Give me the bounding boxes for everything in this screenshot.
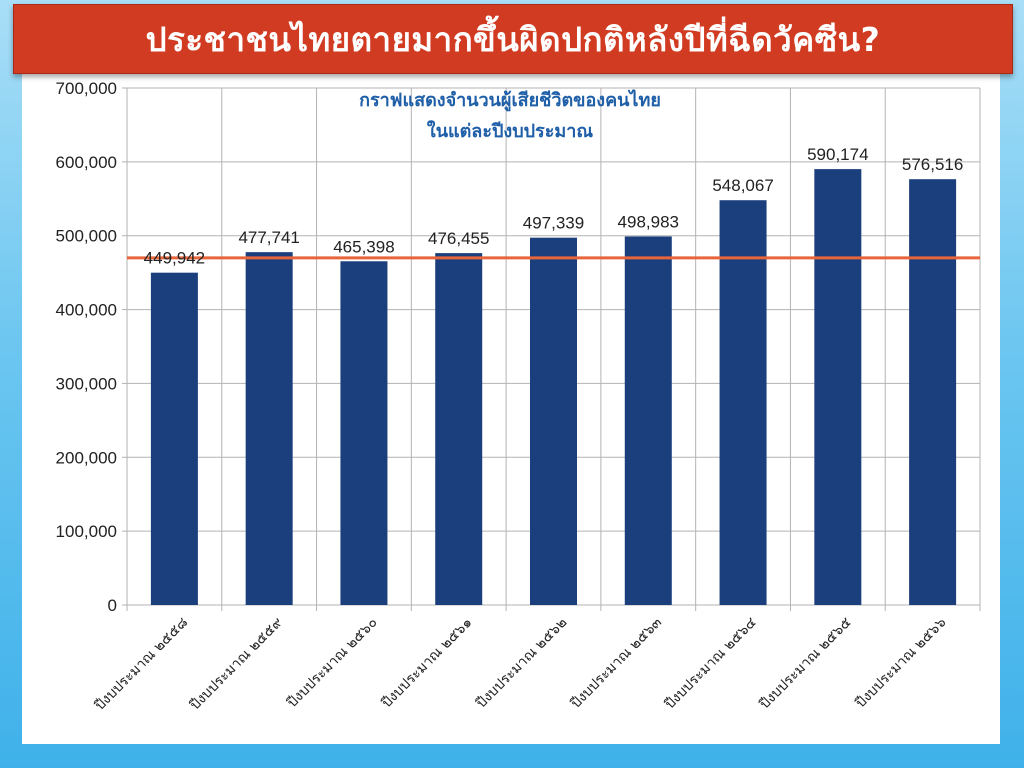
bar — [245, 252, 293, 605]
y-tick-label: 0 — [108, 596, 117, 615]
x-tick-label: ปีงบประมาณ ๒๕๕๘ — [92, 615, 192, 715]
page-title: ประชาชนไทยตายมากขึ้นผิดปกติหลังปีที่ฉีดว… — [145, 19, 881, 59]
data-label: 548,067 — [712, 176, 773, 195]
y-tick-label: 600,000 — [56, 153, 117, 172]
data-label: 590,174 — [807, 145, 868, 164]
chart-title-line1: กราฟแสดงจำนวนผู้เสียชีวิตของคนไทย — [359, 89, 661, 112]
x-tick-label: ปีงบประมาณ ๒๕๕๙ — [187, 615, 286, 714]
x-tick-label: ปีงบประมาณ ๒๕๖๒ — [473, 615, 570, 712]
bar-layer — [150, 169, 957, 606]
data-label: 476,455 — [428, 229, 489, 248]
bar — [435, 253, 483, 605]
bar — [909, 179, 957, 605]
bar — [719, 200, 767, 605]
data-label: 465,398 — [333, 237, 394, 256]
y-tick-label: 700,000 — [56, 79, 117, 98]
bar — [530, 237, 577, 605]
data-label: 576,516 — [902, 155, 963, 174]
data-label: 498,983 — [618, 212, 679, 231]
bar — [624, 236, 672, 606]
chart-title-line2: ในแต่ละปีงบประมาณ — [427, 120, 593, 142]
y-tick-label: 500,000 — [56, 227, 117, 246]
y-tick-label: 100,000 — [56, 522, 117, 541]
x-tick-label: ปีงบประมาณ ๒๕๖๖ — [852, 614, 949, 711]
bar — [340, 261, 388, 605]
y-tick-label: 200,000 — [56, 448, 117, 467]
x-tick-label: ปีงบประมาณ ๒๕๖๐ — [284, 615, 381, 712]
data-label: 497,339 — [523, 214, 584, 233]
y-tick-label: 400,000 — [56, 301, 117, 320]
data-label: 477,741 — [238, 228, 299, 247]
title-banner: ประชาชนไทยตายมากขึ้นผิดปกติหลังปีที่ฉีดว… — [13, 4, 1013, 74]
bar — [150, 272, 198, 605]
y-tick-label: 300,000 — [56, 374, 117, 393]
data-label-layer: 449,942 477,741 465,398 476,455 497,339 498,9… — [144, 145, 964, 268]
x-tick-label: ปีงบประมาณ ๒๕๖๑ — [379, 615, 476, 712]
x-tick-label: ปีงบประมาณ ๒๕๖๕ — [756, 615, 854, 713]
x-tick-label: ปีงบประมาณ ๒๕๖๓ — [568, 615, 665, 712]
x-tick-label: ปีงบประมาณ ๒๕๖๔ — [662, 615, 760, 713]
data-label: 449,942 — [144, 249, 205, 268]
bar — [814, 169, 862, 605]
grid-layer — [126, 87, 981, 605]
